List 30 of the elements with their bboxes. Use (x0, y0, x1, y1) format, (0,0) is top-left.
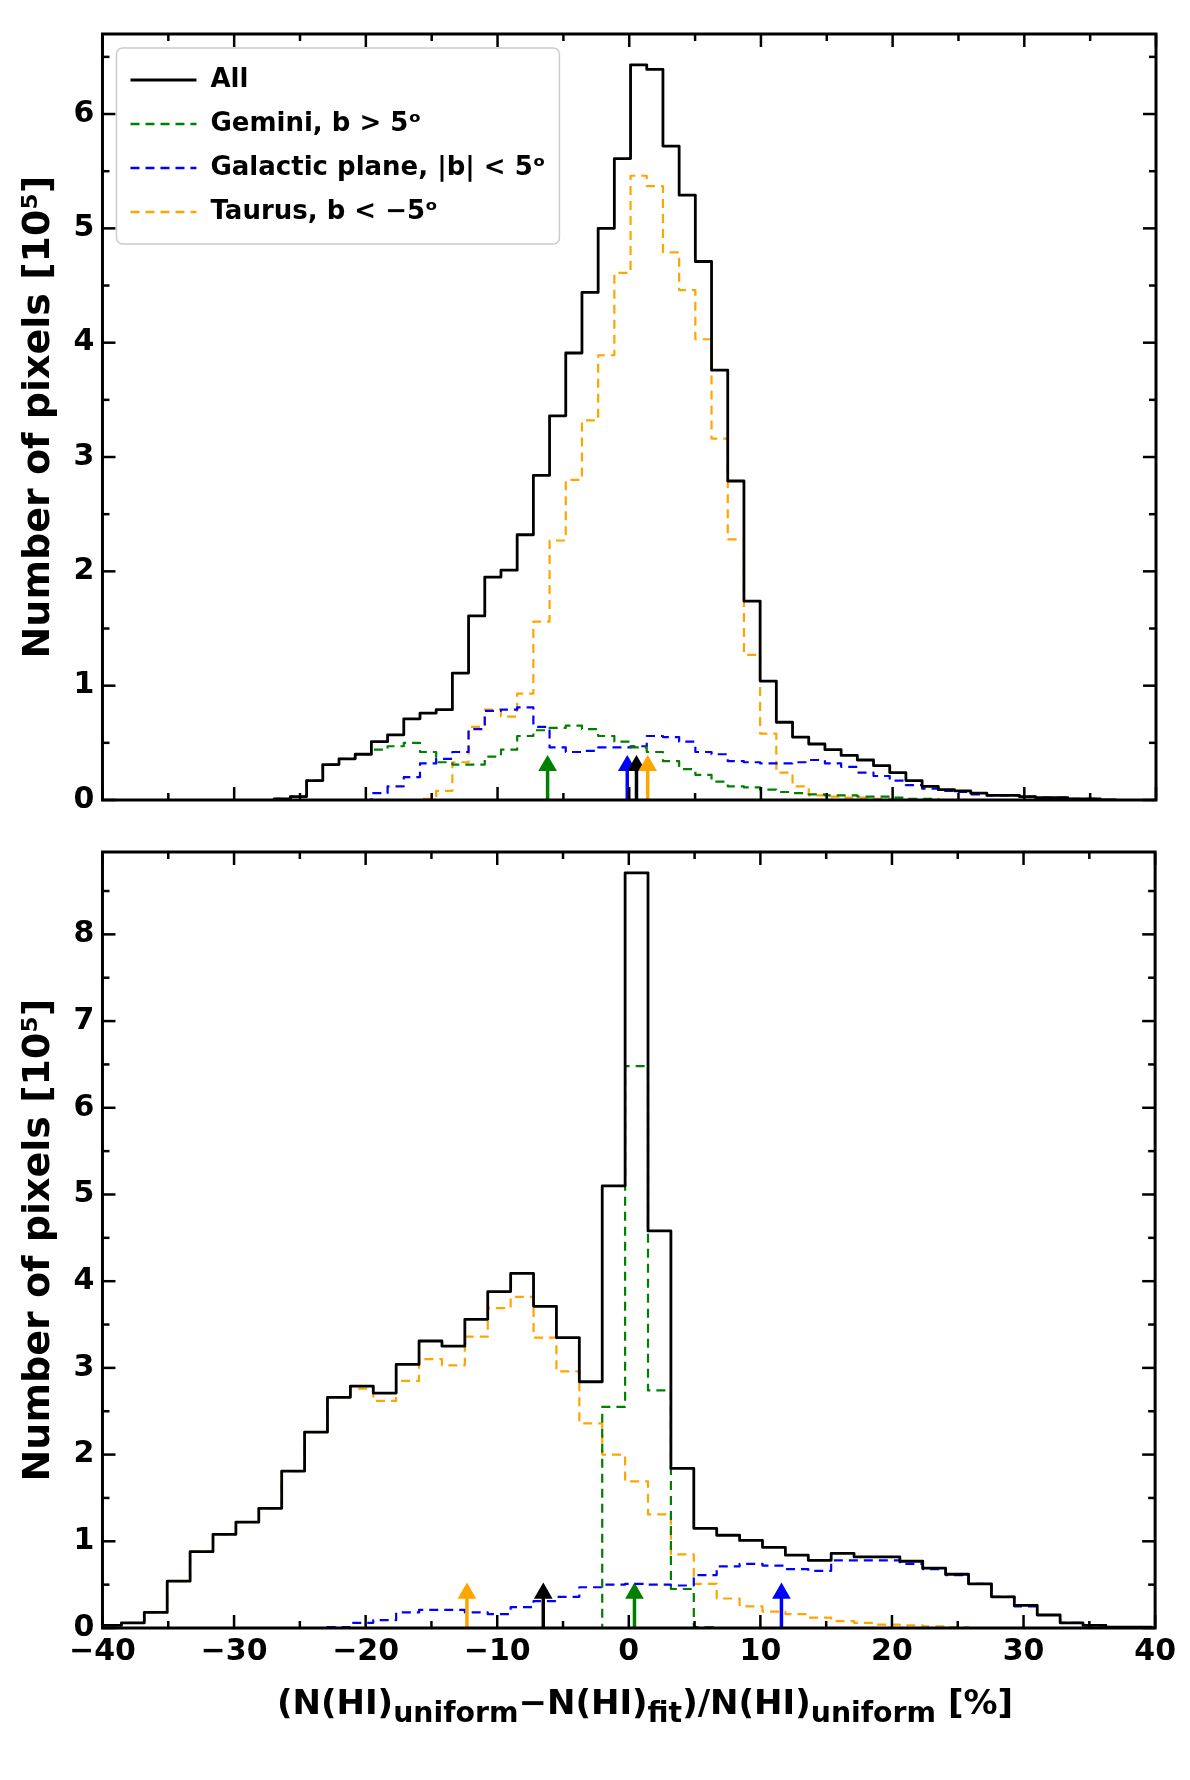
y-tick-label: 4 (73, 322, 95, 358)
x-tick-label: 20 (871, 1631, 913, 1667)
legend-label: Galactic plane, |b| < 5ᵒ (210, 150, 546, 182)
legend-label: All (210, 62, 249, 93)
x-tick-label: 40 (1134, 1631, 1176, 1667)
x-tick-label: 0 (618, 1631, 640, 1667)
x-tick-label: −30 (200, 1631, 268, 1667)
y-tick-label: 1 (73, 665, 95, 701)
x-tick-label: 10 (739, 1631, 782, 1667)
y-tick-label: 3 (73, 1347, 95, 1383)
y-tick-label: 8 (73, 914, 95, 950)
y-tick-label: 4 (73, 1260, 95, 1296)
y-tick-label: 6 (73, 93, 95, 129)
y-axis-title: Number of pixels [10⁵] (13, 175, 58, 659)
y-axis-title: Number of pixels [10⁵] (13, 998, 58, 1482)
y-tick-label: 5 (73, 1174, 95, 1210)
y-tick-label: 1 (73, 1521, 95, 1557)
y-tick-label: 0 (73, 779, 95, 815)
y-tick-label: 5 (73, 208, 95, 244)
y-tick-label: 3 (73, 436, 95, 472)
x-tick-label: −10 (463, 1631, 531, 1667)
x-axis-title: (N(HI)$_{uniform}$−N(HI)$_{fit}$)/N(HI)$_{uniform}$ [%] (275, 1681, 1015, 1731)
y-tick-label: 6 (73, 1087, 95, 1123)
legend-label: Gemini, b > 5ᵒ (210, 106, 422, 137)
x-tick-label: −20 (332, 1631, 400, 1667)
y-tick-label: 2 (73, 551, 95, 587)
y-tick-label: 7 (73, 1000, 95, 1036)
y-tick-label: 2 (73, 1434, 95, 1470)
legend-label: Taurus, b < −5ᵒ (210, 194, 438, 225)
x-tick-label: 30 (1002, 1631, 1045, 1667)
